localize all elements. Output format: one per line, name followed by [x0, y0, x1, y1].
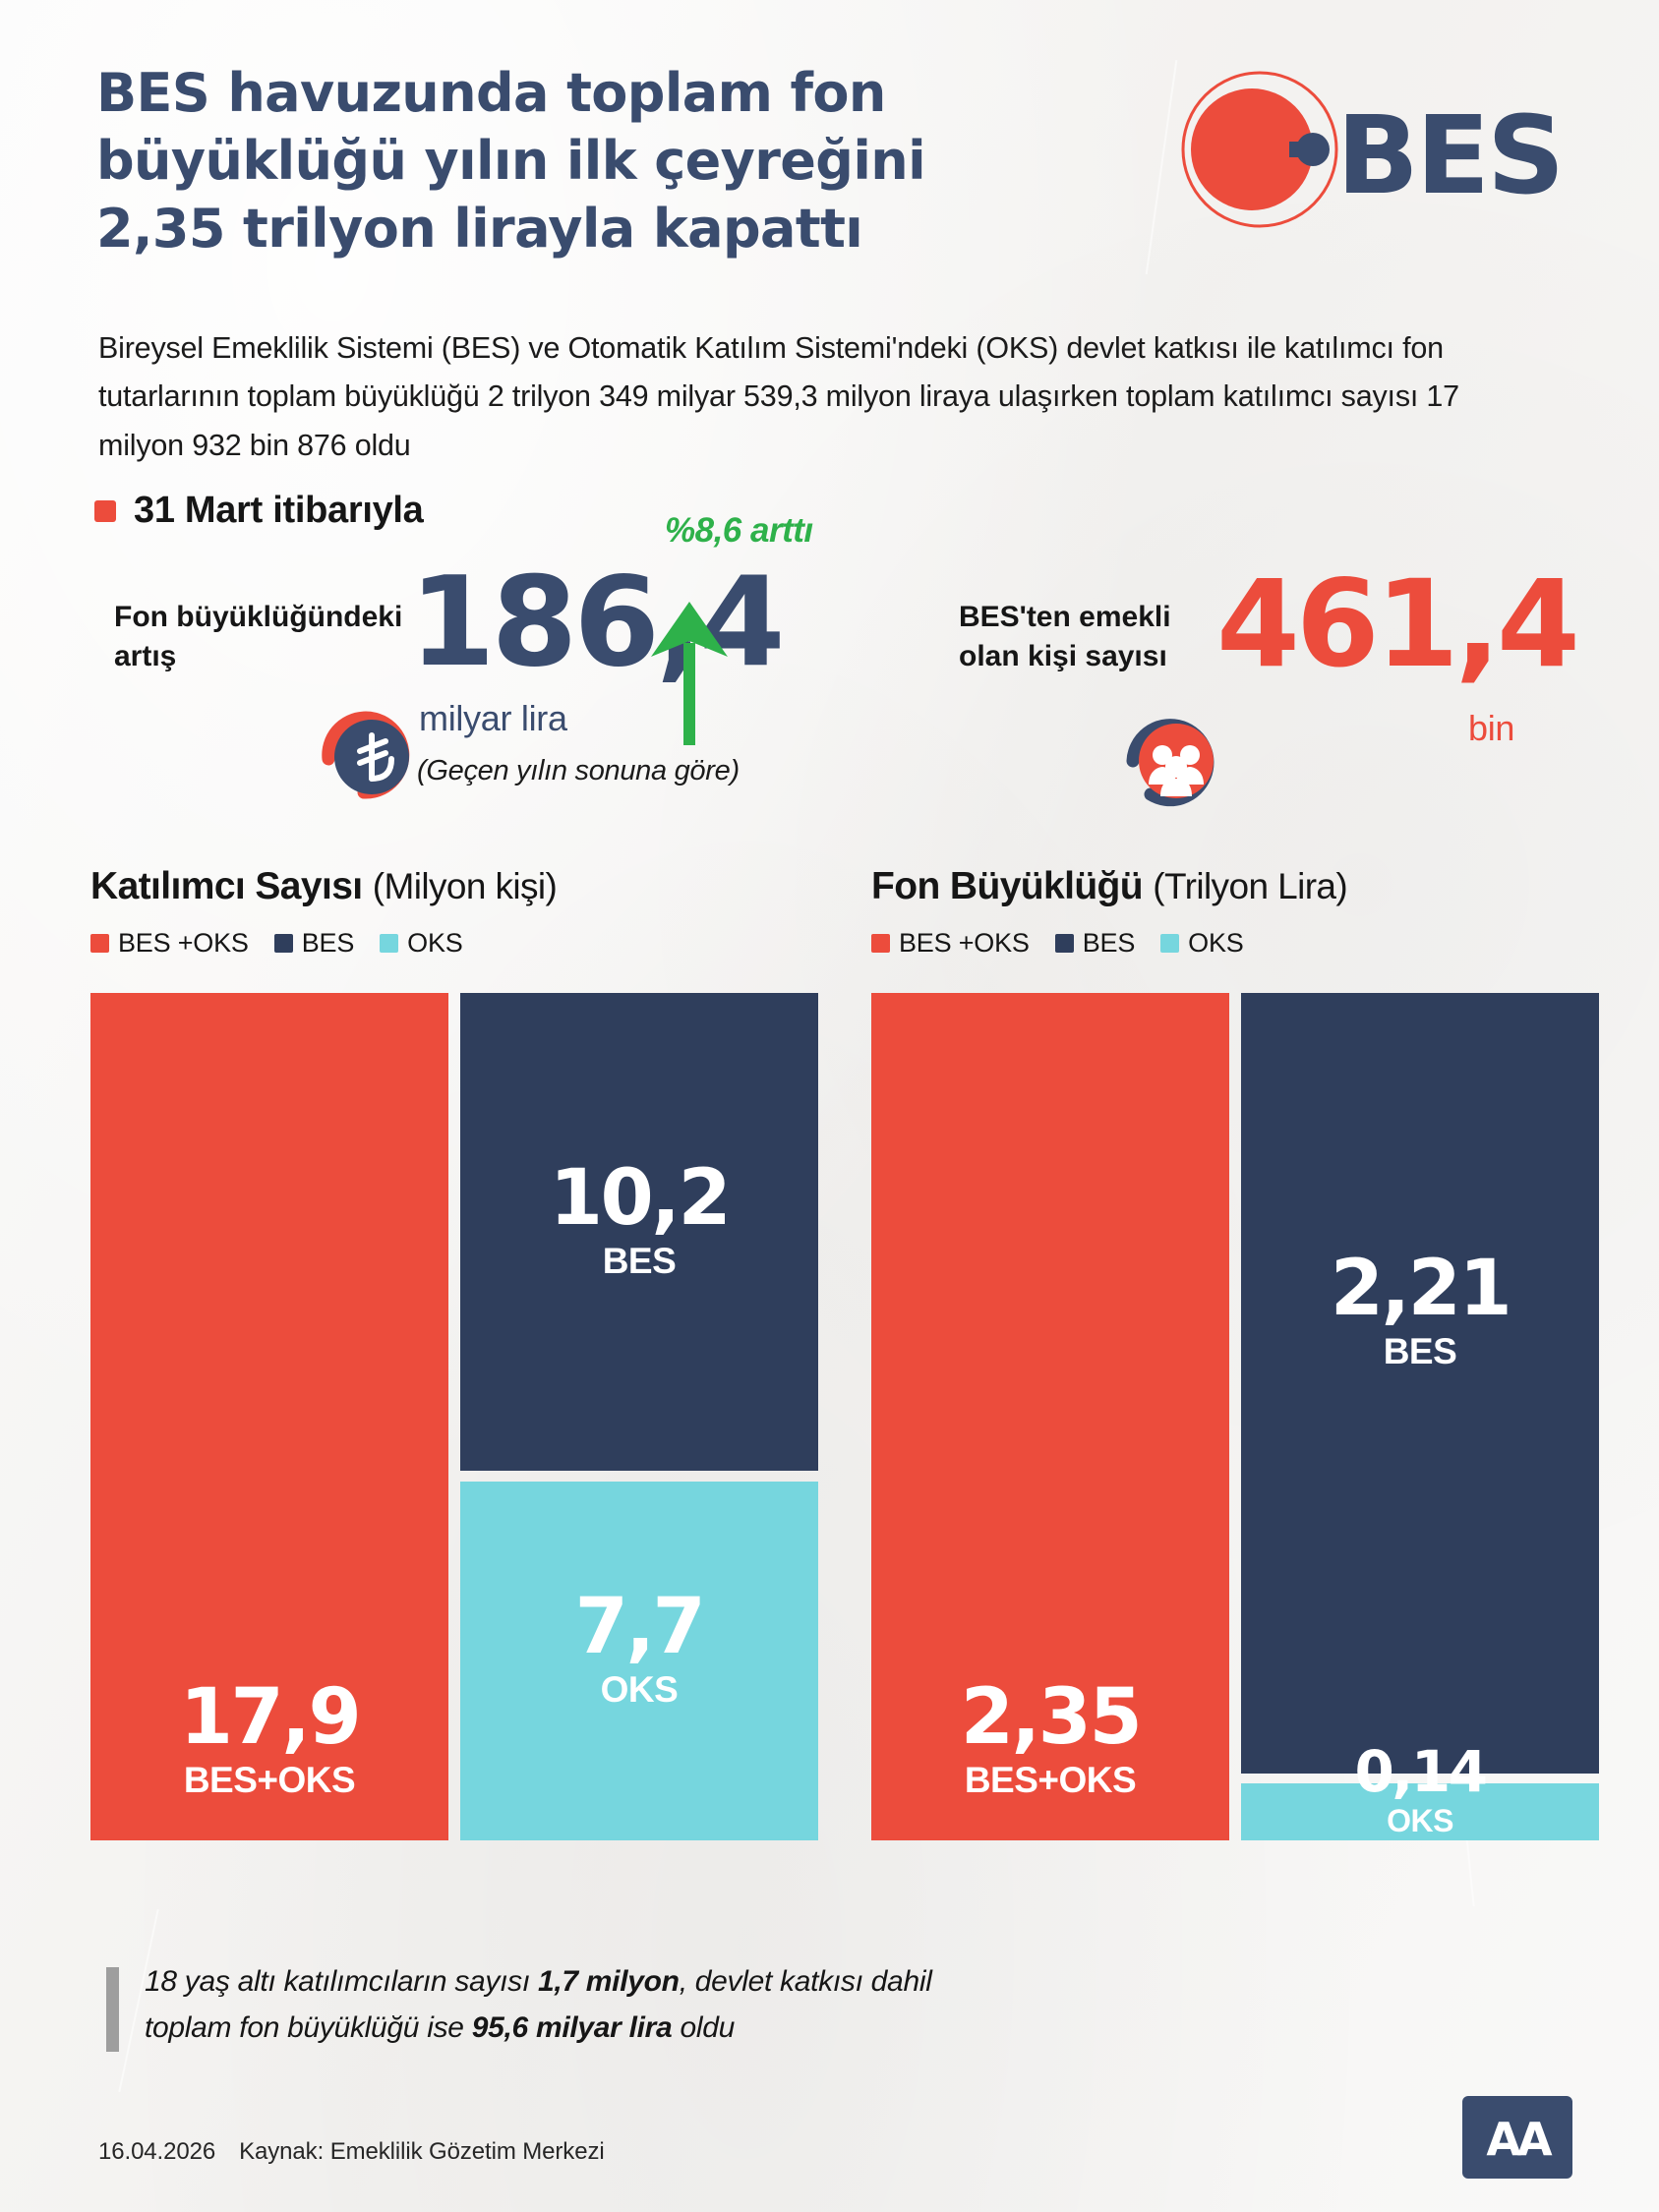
bes-logo: BES [1144, 69, 1567, 236]
footnote-line1-c: , devlet katkısı dahil [679, 1965, 932, 1998]
title-line-3: 2,35 trilyon lirayla kapattı [96, 198, 863, 261]
kpi-retirees-unit: bin [1468, 708, 1515, 748]
legend-item-bes: BES [1054, 928, 1136, 959]
bar-oks-value: 0,14 [1354, 1737, 1488, 1805]
bar-oks-name: OKS [1387, 1802, 1453, 1838]
kpi-fund-growth-note: (Geçen yılın sonuna göre) [417, 755, 740, 786]
bar-column-besoks: 17,9 BES+OKS [90, 993, 448, 1840]
bar-bes-value: 2,21 [1330, 1244, 1512, 1333]
bar-besoks-value: 17,9 [179, 1673, 362, 1763]
chart-participants-bars: 17,9 BES+OKS 10,2 BES 7,7 [90, 993, 818, 1840]
chart-fundsize-title: Fon Büyüklüğü (Trilyon Lira) [871, 865, 1599, 908]
legend-label-besoks: BES +OKS [899, 928, 1030, 958]
chart-participants-title: Katılımcı Sayısı (Milyon kişi) [90, 865, 818, 908]
bar-besoks-label: 17,9 BES+OKS [90, 1679, 448, 1805]
legend-swatch-oks [1160, 934, 1180, 953]
footnote: 18 yaş altı katılımcıların sayısı 1,7 mi… [106, 1959, 1385, 2052]
growth-badge: %8,6 arttı [665, 511, 813, 550]
footnote-accent-bar [106, 1967, 119, 2052]
legend-label-oks: OKS [407, 928, 463, 958]
legend-label-bes: BES [301, 928, 355, 958]
footnote-line2-b: 95,6 milyar lira [471, 2010, 673, 2044]
bar-bes-label: 2,21 BES [1241, 1251, 1599, 1376]
legend-item-besoks: BES +OKS [871, 928, 1030, 959]
kpi-fund-growth-label: Fon büyüklüğündeki artış [114, 601, 403, 672]
bar-column-bes-oks: 10,2 BES 7,7 OKS [460, 993, 818, 1840]
legend-item-oks: OKS [380, 928, 463, 959]
bar-oks: 7,7 OKS [460, 1481, 818, 1840]
footnote-text: 18 yaş altı katılımcıların sayısı 1,7 mi… [145, 1959, 932, 2052]
lira-coin-icon [311, 698, 419, 806]
chart-fundsize-title-unit: (Trilyon Lira) [1153, 866, 1348, 906]
bar-bes-value: 10,2 [549, 1154, 732, 1244]
title-line-1: BES havuzunda toplam fon [96, 62, 886, 124]
date-row: 31 Mart itibarıyla [94, 490, 424, 532]
chart-fundsize-title-main: Fon Büyüklüğü [871, 865, 1144, 907]
svg-text:BES: BES [1336, 92, 1562, 218]
source-text: Kaynak: Emeklilik Gözetim Merkezi [239, 2138, 605, 2165]
people-icon [1121, 706, 1223, 808]
chart-participants-legend: BES +OKS BES OKS [90, 928, 818, 959]
legend-swatch-bes [273, 934, 293, 953]
title-line-2: büyüklüğü yılın ilk çeyreğini [96, 130, 926, 193]
legend-label-besoks: BES +OKS [118, 928, 249, 958]
legend-swatch-besoks [90, 934, 109, 953]
up-arrow-icon [645, 600, 734, 747]
legend-label-bes: BES [1082, 928, 1136, 958]
legend-item-oks: OKS [1160, 928, 1244, 959]
footnote-line2-a: toplam fon büyüklüğü ise [145, 2010, 472, 2044]
source-row: 16.04.2026 Kaynak: Emeklilik Gözetim Mer… [98, 2138, 605, 2166]
footnote-line1-b: 1,7 milyon [537, 1965, 680, 1998]
aa-logo: AA [1462, 2096, 1572, 2179]
kpi-fund-growth-unit: milyar lira [419, 698, 567, 738]
legend-swatch-besoks [871, 934, 890, 953]
svg-text:AA: AA [1486, 2113, 1553, 2166]
legend-item-besoks: BES +OKS [90, 928, 249, 959]
bar-besoks-value: 2,35 [960, 1673, 1143, 1763]
bar-bes: 10,2 BES [460, 993, 818, 1472]
kpi-fund-growth: Fon büyüklüğündeki artış 186,4 [114, 560, 793, 826]
bar-bes-name: BES [602, 1241, 677, 1282]
bar-column-bes-oks: 2,21 BES 0,14 OKS [1241, 993, 1599, 1840]
bar-column-besoks: 2,35 BES+OKS [871, 993, 1229, 1840]
chart-fundsize-legend: BES +OKS BES OKS [871, 928, 1599, 959]
bar-besoks: 17,9 BES+OKS [90, 993, 448, 1840]
bar-bes-label: 10,2 BES [460, 1160, 818, 1286]
legend-label-oks: OKS [1188, 928, 1244, 958]
chart-fundsize-bars: 2,35 BES+OKS 2,21 BES 0,14 [871, 993, 1599, 1840]
bar-oks-value: 7,7 [574, 1583, 706, 1672]
bar-oks-label: 0,14 OKS [1241, 1743, 1599, 1842]
bar-bes-name: BES [1383, 1330, 1457, 1371]
bar-besoks-name: BES+OKS [964, 1760, 1137, 1801]
red-square-bullet-icon [94, 499, 116, 522]
source-date: 16.04.2026 [98, 2138, 216, 2165]
kpi-retirees-label: BES'ten emekli olan kişi sayısı [959, 601, 1171, 672]
date-label: 31 Mart itibarıyla [134, 490, 424, 531]
footnote-line2-c: oldu [672, 2010, 735, 2044]
bar-oks-name: OKS [600, 1669, 679, 1711]
page-title: BES havuzunda toplam fon büyüklüğü yılın… [96, 59, 1021, 262]
kpi-retirees-value: 461,4 [1216, 554, 1580, 694]
bar-besoks-name: BES+OKS [183, 1760, 356, 1801]
lede-paragraph: Bireysel Emeklilik Sistemi (BES) ve Otom… [98, 331, 1459, 462]
bar-besoks-label: 2,35 BES+OKS [871, 1679, 1229, 1805]
header: BES havuzunda toplam fon büyüklüğü yılın… [96, 59, 1571, 262]
bar-besoks: 2,35 BES+OKS [871, 993, 1229, 1840]
bar-bes: 2,21 BES [1241, 993, 1599, 1774]
kpi-retirees: BES'ten emekli olan kişi sayısı 461,4 bi… [959, 564, 1588, 826]
legend-item-bes: BES [273, 928, 355, 959]
chart-participants-title-main: Katılımcı Sayısı [90, 865, 363, 907]
legend-swatch-bes [1054, 934, 1074, 953]
bar-oks-label: 7,7 OKS [460, 1589, 818, 1715]
bar-oks [1241, 1783, 1599, 1840]
footnote-line1-a: 18 yaş altı katılımcıların sayısı [145, 1965, 538, 1998]
chart-participants: Katılımcı Sayısı (Milyon kişi) BES +OKS … [90, 865, 818, 1840]
chart-fundsize: Fon Büyüklüğü (Trilyon Lira) BES +OKS BE… [871, 865, 1599, 1840]
kpi-fund-growth-value: 186,4 [409, 550, 786, 694]
chart-participants-title-unit: (Milyon kişi) [372, 866, 558, 906]
legend-swatch-oks [380, 934, 399, 953]
